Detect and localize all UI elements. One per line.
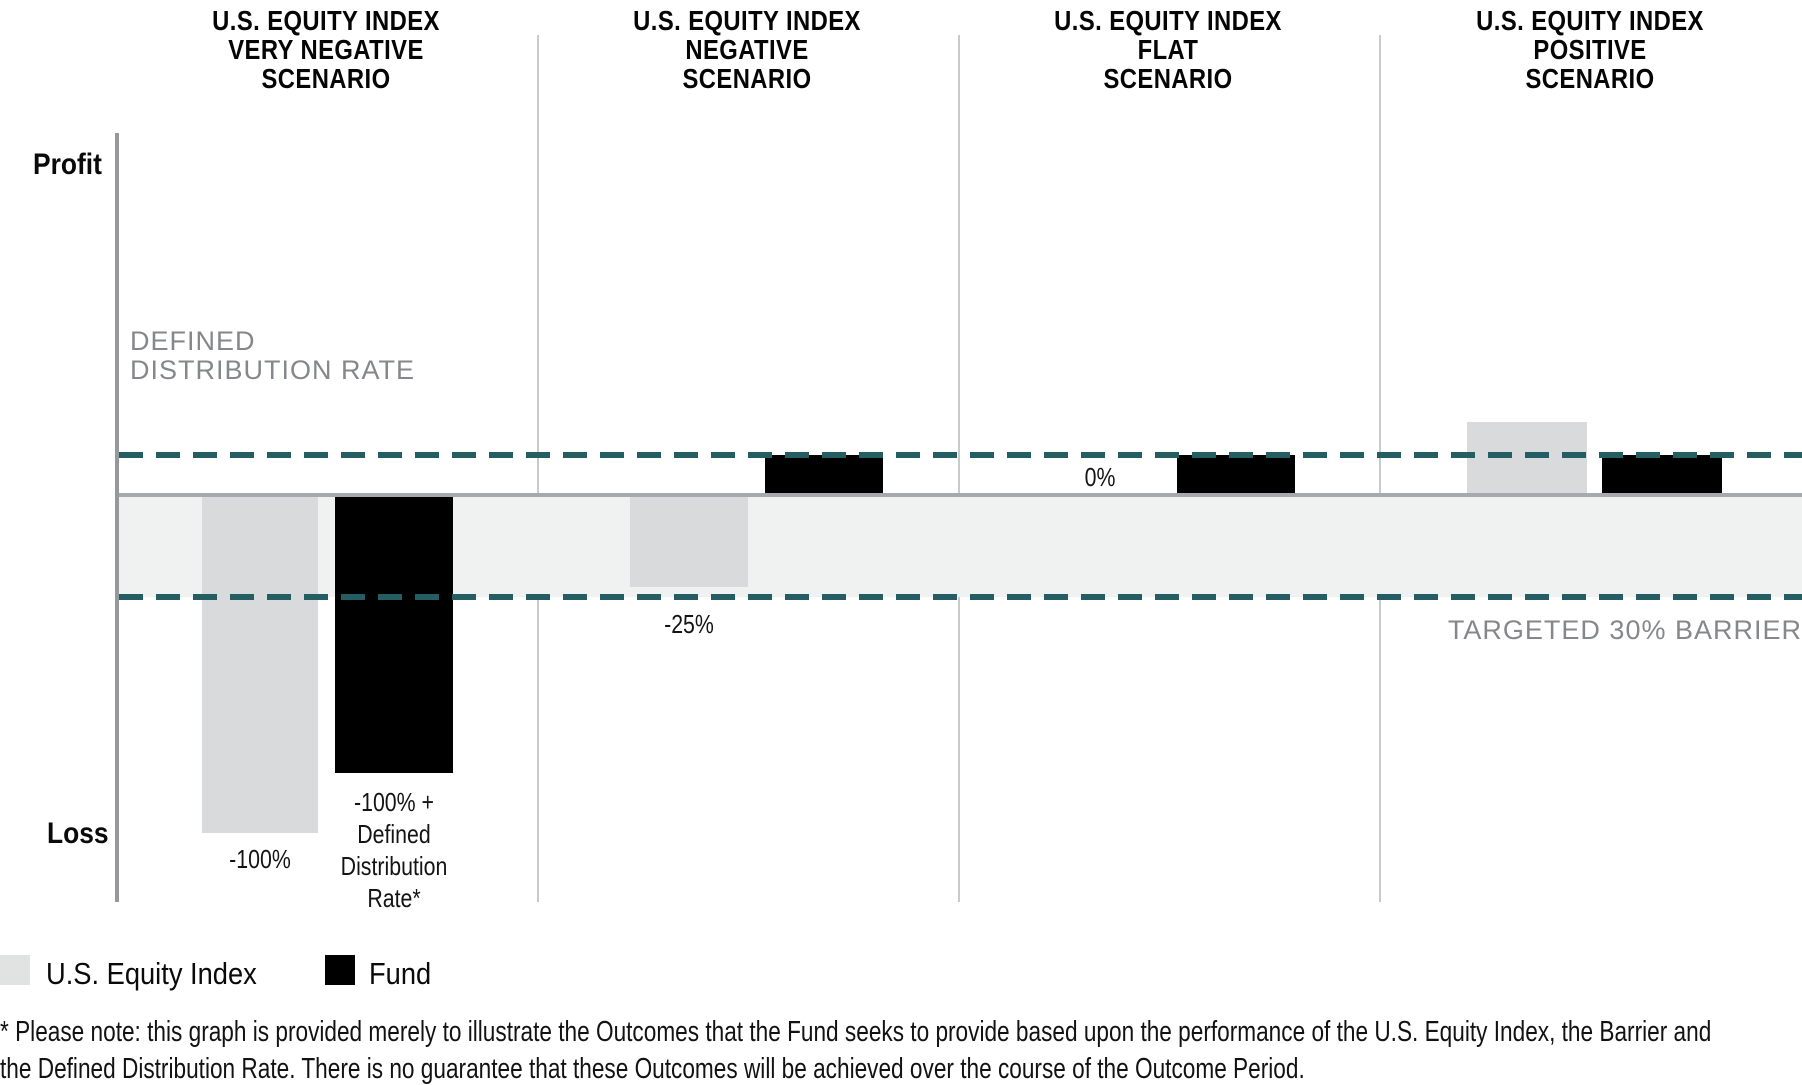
title-line: U.S. EQUITY INDEX — [1476, 5, 1704, 36]
panel-title-very-negative: U.S. EQUITY INDEX VERY NEGATIVE SCENARIO — [148, 6, 505, 93]
value-label-index-very-negative: -100% — [229, 844, 291, 874]
targeted-barrier-line — [119, 594, 1802, 600]
y-axis-loss-label: Loss — [47, 817, 109, 850]
defined-distribution-rate-label: DEFINED DISTRIBUTION RATE — [130, 326, 416, 385]
value-label-fund-very-negative: -100% + Defined Distribution Rate* — [340, 787, 448, 913]
bar-index-negative — [630, 497, 748, 587]
panel-divider — [958, 35, 960, 902]
title-line: U.S. EQUITY INDEX — [633, 5, 861, 36]
title-line: FLAT — [1137, 34, 1199, 65]
panel-divider — [537, 35, 539, 902]
title-line: VERY NEGATIVE — [228, 34, 424, 65]
title-line: SCENARIO — [1103, 63, 1233, 94]
footnote: * Please note: this graph is provided me… — [0, 1016, 1712, 1085]
title-line: SCENARIO — [682, 63, 812, 94]
bar-fund-positive — [1602, 455, 1722, 493]
bar-fund-very-negative — [335, 497, 453, 773]
targeted-barrier-label: TARGETED 30% BARRIER — [1447, 615, 1802, 645]
title-line: SCENARIO — [261, 63, 391, 94]
panel-title-positive: U.S. EQUITY INDEX POSITIVE SCENARIO — [1412, 6, 1769, 93]
panel-title-negative: U.S. EQUITY INDEX NEGATIVE SCENARIO — [569, 6, 926, 93]
defined-distribution-rate-line — [119, 452, 1802, 458]
bar-fund-negative — [765, 455, 883, 493]
legend-swatch-index — [0, 955, 30, 985]
panel-title-flat: U.S. EQUITY INDEX FLAT SCENARIO — [990, 6, 1347, 93]
y-axis-profit-label: Profit — [33, 148, 102, 181]
zero-axis-line — [119, 493, 1802, 497]
legend-label-fund: Fund — [369, 956, 432, 991]
title-line: NEGATIVE — [685, 34, 809, 65]
value-label-index-negative: -25% — [664, 609, 714, 639]
bar-index-very-negative — [202, 497, 318, 833]
bar-fund-flat — [1177, 455, 1295, 493]
title-line: POSITIVE — [1533, 34, 1647, 65]
panel-divider — [1379, 35, 1381, 902]
title-line: U.S. EQUITY INDEX — [212, 5, 440, 36]
legend-swatch-fund — [325, 955, 355, 985]
legend-label-index: U.S. Equity Index — [46, 956, 257, 991]
value-label-index-flat: 0% — [1084, 462, 1116, 492]
y-axis-line — [115, 133, 119, 902]
title-line: U.S. EQUITY INDEX — [1054, 5, 1282, 36]
title-line: SCENARIO — [1525, 63, 1655, 94]
